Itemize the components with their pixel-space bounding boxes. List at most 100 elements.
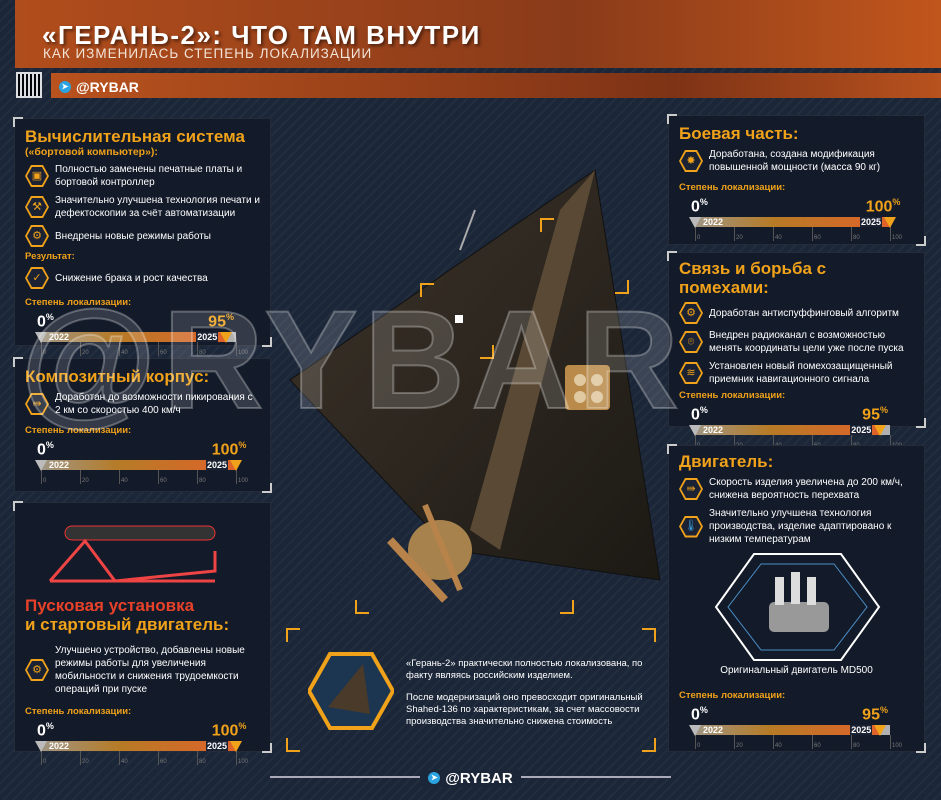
scale-tick [197, 342, 198, 356]
end-marker [874, 725, 887, 736]
scale-tick-label: 0 [697, 743, 701, 749]
scale-tick [80, 751, 81, 765]
progress-fill [41, 332, 227, 342]
scale-tick-label: 20 [736, 235, 743, 241]
start-year: 2022 [49, 332, 70, 342]
start-percent: 0% [37, 721, 54, 740]
scale-tick-label: 100 [892, 743, 903, 749]
list-item: ⚙ Внедрены новые режимы работы [25, 225, 260, 247]
panel-title: Композитный корпус: [25, 367, 210, 386]
scale-tick-label: 40 [121, 350, 128, 356]
start-marker [35, 460, 47, 471]
scale-tick-label: 40 [121, 478, 128, 484]
summary-box: «Герань-2» практически полностью локализ… [286, 628, 656, 752]
footer-handle[interactable]: @RYBAR [445, 769, 513, 787]
scale-tick [812, 735, 813, 749]
scale-tick [695, 227, 696, 241]
scale-tick [734, 735, 735, 749]
start-percent: 0% [691, 197, 708, 216]
end-marker [874, 425, 887, 436]
scale-tick [773, 435, 774, 449]
scale-tick-label: 0 [43, 350, 47, 356]
scale-tick [695, 735, 696, 749]
scale-tick-label: 0 [43, 759, 47, 765]
start-year: 2022 [49, 741, 70, 751]
focus-bracket [615, 280, 629, 294]
panel-warhead: Боевая часть: ✸ Доработана, создана модиф… [667, 114, 926, 246]
list-item: ⌾ Внедрен радиоканал с возможностью менят… [679, 329, 914, 355]
localization-bar: 0% 100% 0 20 40 60 80 100 2022 2025 [679, 195, 914, 253]
launcher-image [48, 525, 217, 583]
scale-tick-label: 20 [82, 478, 89, 484]
focus-bracket [420, 283, 434, 297]
start-marker [689, 725, 701, 736]
scale-tick [41, 342, 42, 356]
start-year: 2022 [703, 217, 724, 227]
scale-tick-label: 80 [853, 743, 860, 749]
scale-tick-label: 60 [160, 759, 167, 765]
scale-tick [890, 435, 891, 449]
scale-tick-label: 80 [199, 759, 206, 765]
wifi-icon: ≋ [679, 362, 703, 384]
gear-search-icon: ⚙ [679, 302, 703, 324]
scale-tick [236, 342, 237, 356]
localization-label: Степень локализации: [679, 690, 786, 701]
summary-text-2: После модернизаций оно превосходит ориги… [406, 692, 643, 727]
start-year: 2022 [703, 425, 724, 435]
panel-title-line2: и стартовый двигатель: [25, 615, 230, 634]
start-percent: 0% [691, 705, 708, 724]
scale-tick [41, 470, 42, 484]
engine-caption: Оригинальный двигатель MD500 [720, 665, 873, 676]
engine-image [714, 553, 881, 661]
start-year: 2022 [703, 725, 724, 735]
scale-tick-label: 80 [853, 235, 860, 241]
telegram-icon: ➤ [59, 81, 71, 93]
end-year: 2025 [850, 425, 873, 435]
localization-label: Степень локализации: [25, 706, 132, 717]
channel-handle[interactable]: @RYBAR [76, 79, 139, 95]
scale-tick [197, 751, 198, 765]
scale-tick-label: 80 [199, 350, 206, 356]
scale-tick [158, 342, 159, 356]
scale-tick-label: 100 [238, 759, 249, 765]
end-year: 2025 [206, 741, 229, 751]
list-item: ≋ Установлен новый помехозащищенный прием… [679, 360, 914, 386]
telegram-icon: ➤ [428, 772, 441, 784]
list-item: ⚙ Улучшено устройство, добавлены новые ре… [25, 644, 260, 696]
frame-corner [642, 628, 656, 642]
localization-label: Степень локализации: [679, 390, 786, 401]
start-year: 2022 [49, 460, 70, 470]
progress-track [41, 332, 236, 342]
page-subtitle: КАК ИЗМЕНИЛАСЬ СТЕПЕНЬ ЛОКАЛИЗАЦИИ [43, 46, 373, 61]
end-percent: 100% [865, 197, 901, 216]
start-percent: 0% [37, 312, 54, 331]
drone-thumbnail [308, 652, 394, 730]
end-percent: 100% [211, 440, 247, 459]
focus-bracket [355, 600, 369, 614]
list-item: ⚙ Доработан антиспуффинговый алгоритм [679, 302, 914, 324]
scale-tick-label: 60 [160, 478, 167, 484]
summary-text-1: «Герань-2» практически полностью локализ… [406, 658, 643, 681]
progress-track [41, 460, 236, 470]
start-marker [689, 425, 701, 436]
gear-wrench-icon: ⚙ [25, 659, 49, 681]
gear-icon: ⚙ [25, 225, 49, 247]
frame-corner [286, 738, 300, 752]
focus-bracket [560, 600, 574, 614]
end-percent: 100% [211, 721, 247, 740]
scale-tick [197, 470, 198, 484]
thermometer-icon: 🌡 [679, 515, 703, 538]
end-percent: 95% [862, 705, 888, 724]
checkmark-icon: ✓ [25, 267, 49, 289]
panel-computer: Вычислительная система («бортовой компью… [13, 117, 272, 356]
scale-tick-label: 20 [736, 743, 743, 749]
panel-title: Вычислительная система [25, 127, 245, 146]
qr-code[interactable] [16, 72, 42, 98]
panel-comms: Связь и борьба с помехами: ⚙ Доработан ан… [667, 251, 926, 449]
progress-track [41, 741, 236, 751]
panel-launcher: Пусковая установка и стартовый двигатель… [13, 501, 272, 765]
scale-tick [158, 470, 159, 484]
list-item: 🌡 Значительно улучшена технология произво… [679, 507, 914, 546]
